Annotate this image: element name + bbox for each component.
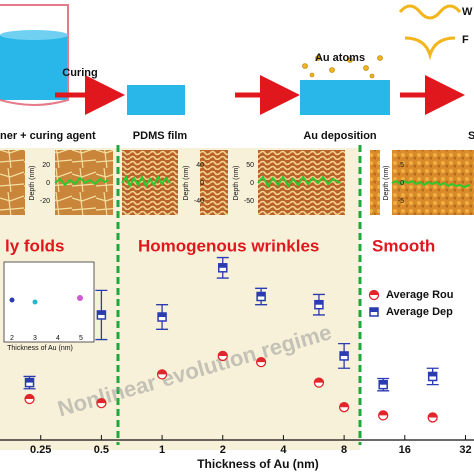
legend-marker [370, 308, 378, 312]
legend-label: Average Rou [386, 289, 453, 301]
afm-image [0, 150, 25, 215]
regime-label: ly folds [5, 236, 65, 255]
data-point-fill [25, 378, 34, 383]
data-point-fill [257, 292, 266, 297]
data-point-fill [97, 310, 106, 315]
data-point-fill [25, 394, 35, 399]
depth-tick-label: -40 [194, 198, 204, 205]
afm-image [200, 150, 228, 215]
data-point-fill [218, 263, 227, 268]
inset-points [9, 295, 83, 305]
depth-axis-title: Depth (nm) [233, 165, 240, 200]
au-film [300, 80, 390, 115]
depth-axis-title: Depth (nm) [183, 165, 190, 200]
fold-icon [404, 36, 456, 61]
depth-tick-label: 0 [400, 180, 404, 187]
data-point-fill [314, 300, 323, 305]
data-point-fill [339, 402, 349, 408]
depth-tick-label: 40 [196, 162, 204, 169]
depth-tick-label: 0 [250, 180, 254, 187]
inset-axis-title: Thickness of Au (nm) [7, 345, 73, 352]
data-point-fill [379, 380, 388, 385]
regime-label: Homogenous wrinkles [138, 236, 319, 255]
inset-tick-label: 4 [56, 335, 60, 342]
depth-tick-label: -50 [244, 198, 254, 205]
inset [3, 261, 95, 343]
au-atoms [302, 55, 383, 79]
data-point-fill [428, 412, 438, 418]
depth-tick-label: 0 [200, 180, 204, 187]
x-tick-label: 0.25 [30, 444, 51, 456]
afm-image [370, 150, 380, 215]
arrow-label: Curing [62, 67, 97, 79]
depth-tick-label: 0 [46, 180, 50, 187]
data-point-fill [218, 351, 228, 356]
x-tick-label: 32 [459, 444, 471, 456]
pdms-film [127, 85, 185, 115]
data-point-fill [428, 372, 437, 377]
inset-tick-label: 3 [33, 335, 37, 342]
inset-tick-label: 2 [10, 335, 14, 342]
legend-label: Average Dep [386, 306, 453, 318]
atoms-label: Au atoms [315, 52, 365, 64]
step-label: PDMS film [133, 130, 188, 142]
x-axis-title: Thickness of Au (nm) [197, 457, 319, 471]
x-tick-label: 4 [280, 444, 287, 456]
step-label: Au deposition [303, 130, 377, 142]
inset-tick-label: 5 [79, 335, 83, 342]
corner-label: F [462, 34, 469, 46]
wave-icon [398, 4, 462, 20]
x-tick-label: 1 [159, 444, 165, 456]
data-point-fill [378, 410, 388, 416]
data-point-fill [158, 313, 167, 317]
depth-tick-label: 5 [400, 162, 404, 169]
depth-tick-label: -5 [398, 198, 404, 205]
x-tick-label: 2 [220, 444, 226, 456]
regime-label: Smooth [372, 236, 435, 255]
depth-tick-label: 50 [246, 162, 254, 169]
data-point-fill [157, 369, 167, 375]
depth-axis-title: Depth (nm) [383, 165, 390, 200]
step-label: S [468, 130, 474, 142]
depth-tick-label: 20 [42, 162, 50, 169]
data-point-fill [340, 351, 349, 356]
step-label: ner + curing agent [0, 130, 96, 142]
x-tick-label: 0.5 [94, 444, 109, 456]
data-point-fill [96, 398, 106, 404]
depth-tick-label: -20 [40, 198, 50, 205]
x-tick-label: 16 [399, 444, 411, 456]
depth-profile [54, 174, 471, 189]
data-point-fill [314, 378, 324, 383]
data-point-fill [256, 357, 266, 363]
legend-marker [369, 290, 379, 295]
corner-label: W [462, 6, 473, 18]
x-tick-label: 8 [341, 444, 347, 456]
depth-axis-title: Depth (nm) [29, 165, 36, 200]
beaker [0, 4, 69, 106]
